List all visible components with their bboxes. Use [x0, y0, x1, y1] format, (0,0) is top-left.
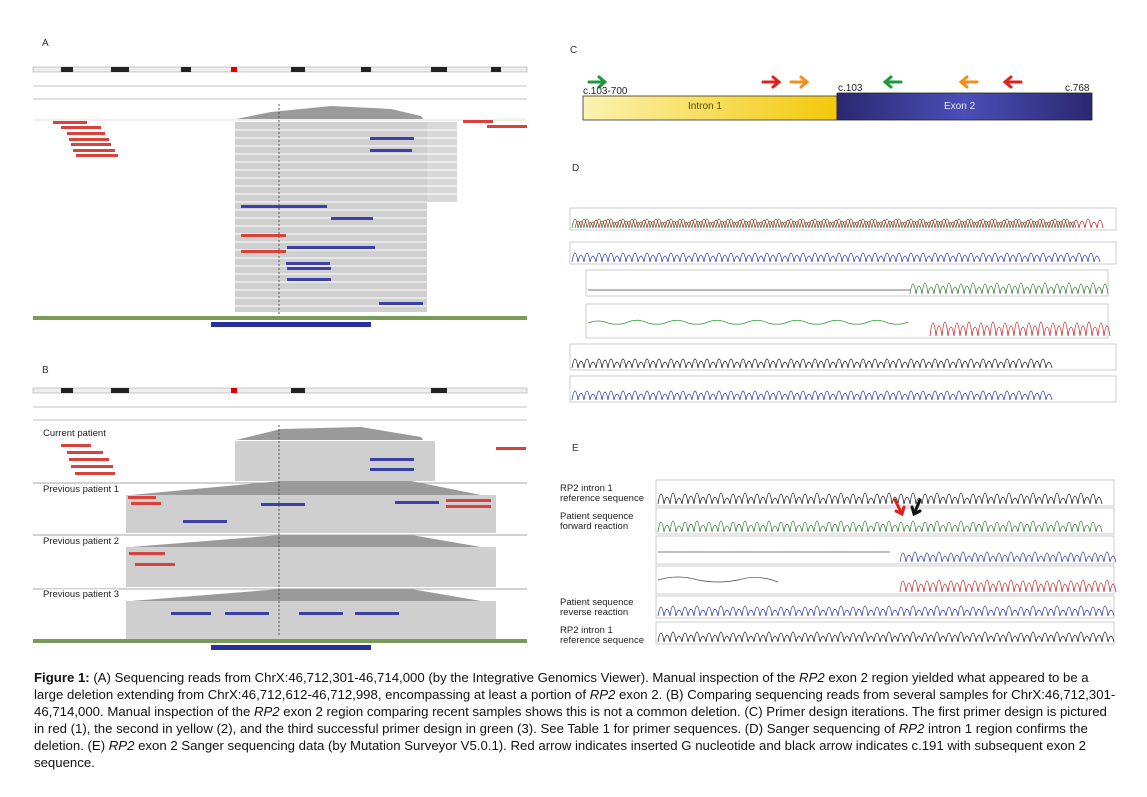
panel-d-letter: D [572, 163, 580, 174]
red-reads [53, 120, 527, 253]
panel-c-primer-diagram [582, 75, 1093, 121]
position-c-103: c.103 [838, 83, 863, 94]
sequence-track [33, 316, 527, 320]
trace-lines [571, 218, 1111, 401]
intron-label: Intron 1 [688, 101, 722, 112]
sample-label-current: Current patient [43, 428, 106, 439]
red-insertion-arrow-icon [893, 498, 906, 517]
figure-caption: Figure 1: (A) Sequencing reads from ChrX… [34, 670, 1116, 770]
track-label-ref-bottom: RP2 intron 1 reference sequence [560, 625, 644, 646]
red-reverse-arrow-icon [1002, 75, 1023, 89]
exon-box [836, 92, 1093, 121]
intron-box [582, 95, 838, 121]
green-forward-arrow-icon [587, 75, 608, 89]
track-label-forward: Patient sequence forward reaction [560, 511, 634, 532]
track-label-ref-top: RP2 intron 1 reference sequence [560, 483, 644, 504]
panel-d-sanger-traces [569, 207, 1117, 403]
blue-reads [241, 137, 423, 305]
panel-a-igv [31, 64, 531, 354]
orange-reverse-arrow-icon [958, 75, 979, 89]
track-label-reverse: Patient sequence reverse reaction [560, 597, 634, 618]
panel-e-mutation-surveyor [655, 479, 1117, 645]
primer-arrows [587, 75, 1023, 89]
black-c191-arrow-icon [910, 498, 922, 517]
position-c-768: c.768 [1065, 83, 1090, 94]
sample-label-previous-3: Previous patient 3 [43, 589, 120, 600]
green-reverse-arrow-icon [882, 75, 903, 89]
coverage-track [236, 106, 423, 119]
mutation-arrows [893, 498, 922, 517]
red-forward-arrow-icon [761, 75, 782, 89]
panel-b-letter: B [42, 365, 49, 376]
orange-forward-arrow-icon [789, 75, 810, 89]
gene-track [211, 322, 371, 327]
sample-label-previous-1: Previous patient 1 [43, 484, 120, 495]
sample-label-previous-2: Previous patient 2 [43, 536, 120, 547]
chromosome-ideogram [32, 66, 528, 73]
panel-a-letter: A [42, 38, 49, 49]
exon-label: Exon 2 [944, 101, 976, 112]
position-c-103-700: c.103-700 [583, 86, 628, 97]
panel-c-letter: C [570, 45, 578, 56]
panel-b-igv [32, 387, 528, 650]
panel-e-letter: E [572, 443, 579, 454]
caption-label: Figure 1: [34, 670, 90, 685]
